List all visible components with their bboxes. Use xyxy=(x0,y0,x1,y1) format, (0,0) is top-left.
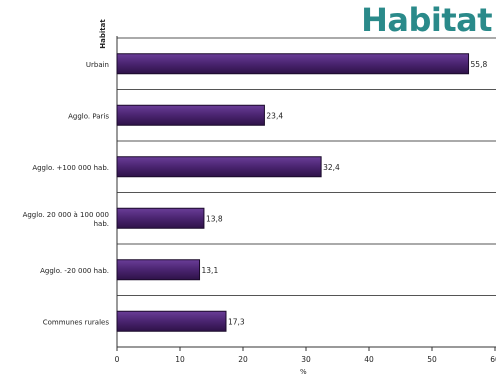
x-tick-label: 20 xyxy=(238,355,248,364)
y-axis-title-wrap: Habitat xyxy=(96,12,110,56)
x-tick-label: 60 xyxy=(490,355,496,364)
category-label: Urbain xyxy=(86,61,109,69)
bar-value-label: 55,8 xyxy=(471,60,488,69)
bar-value-label: 32,4 xyxy=(323,163,340,172)
bar-value-label: 13,1 xyxy=(202,266,219,275)
category-label: Agglo. Paris xyxy=(68,112,109,120)
bar-1 xyxy=(116,53,470,75)
bar-3 xyxy=(116,156,322,178)
x-axis-title: % xyxy=(300,368,307,376)
brand-title: Habitat xyxy=(361,1,492,39)
bar-value-label: 17,3 xyxy=(228,317,245,326)
x-tick-label: 0 xyxy=(115,355,120,364)
bar-value-label: 13,8 xyxy=(206,214,223,223)
bar-5 xyxy=(116,259,201,281)
category-label: hab. xyxy=(94,220,109,228)
y-axis-title: Habitat xyxy=(99,19,107,49)
bar-2 xyxy=(116,104,265,126)
x-tick-label: 50 xyxy=(427,355,437,364)
x-tick-label: 40 xyxy=(364,355,374,364)
category-label: Communes rurales xyxy=(43,318,110,326)
bar-4 xyxy=(116,207,205,229)
bar-value-label: 23,4 xyxy=(266,111,283,120)
x-tick-label: 10 xyxy=(175,355,185,364)
category-label: Agglo. 20 000 à 100 000 xyxy=(23,211,109,219)
category-label: Agglo. -20 000 hab. xyxy=(40,267,109,275)
category-label: Agglo. +100 000 hab. xyxy=(32,164,109,172)
bar-6 xyxy=(116,310,227,332)
x-tick-label: 30 xyxy=(301,355,311,364)
